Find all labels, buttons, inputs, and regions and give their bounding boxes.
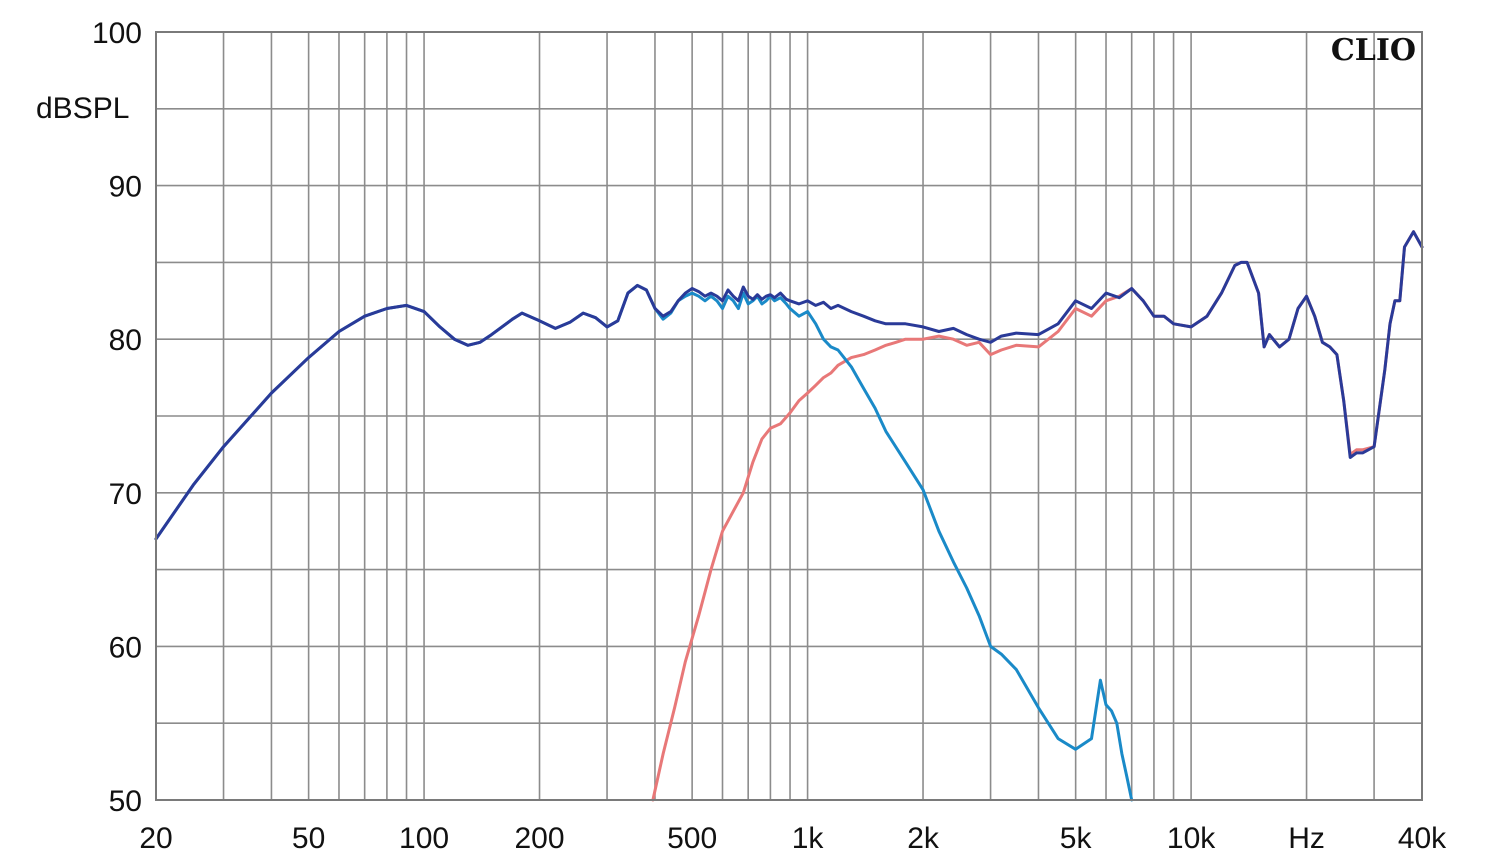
series-line-3	[154, 230, 1424, 541]
x-tick-label: 500	[667, 822, 717, 855]
y-tick-label: 100	[92, 17, 142, 50]
y-tick-label: 80	[109, 324, 142, 357]
x-tick-label: 2k	[907, 822, 940, 855]
x-tick-label: 200	[514, 822, 564, 855]
x-tick-label: 50	[292, 822, 325, 855]
y-tick-labels: 100 90 80 70 60 50	[92, 17, 142, 818]
y-axis-label: dBSPL	[36, 92, 129, 125]
series-lines	[154, 230, 1424, 802]
x-tick-label: 20	[139, 822, 172, 855]
y-tick-label: 60	[109, 631, 142, 664]
y-tick-label: 70	[109, 478, 142, 511]
x-tick-labels: 20 50 100 200 500 1k 2k 5k 10k Hz 40k	[139, 822, 1447, 855]
grid	[156, 32, 1422, 800]
brand-logo-text: CLIO	[1331, 33, 1416, 68]
x-tick-label: 5k	[1060, 822, 1093, 855]
x-tick-label: Hz	[1288, 822, 1325, 855]
y-tick-label: 50	[109, 785, 142, 818]
x-tick-label: 100	[399, 822, 449, 855]
y-tick-label: 90	[109, 171, 142, 204]
x-tick-label: 1k	[792, 822, 825, 855]
x-tick-label: 10k	[1167, 822, 1216, 855]
plot-frame	[155, 31, 1423, 801]
x-tick-label: 40k	[1398, 822, 1447, 855]
